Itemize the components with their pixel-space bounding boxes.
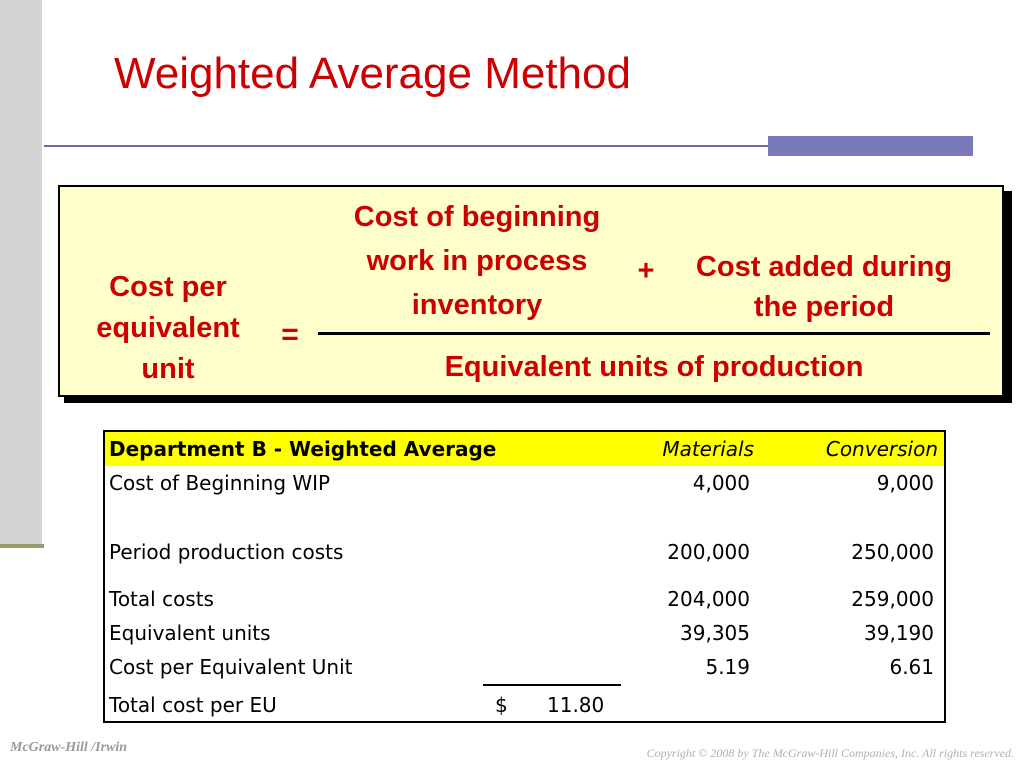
- title-accent-block: [768, 136, 973, 156]
- row-conversion: 6.61: [889, 655, 934, 679]
- formula-plus-sign: +: [637, 255, 655, 287]
- row-label: Equivalent units: [109, 621, 271, 645]
- total-currency-symbol: $: [495, 693, 508, 717]
- row-materials: 204,000: [667, 587, 750, 611]
- row-materials: 5.19: [705, 655, 750, 679]
- formula-beginning-inventory: Cost of beginning work in process invent…: [312, 195, 642, 327]
- formula-added-line: Cost added during: [695, 251, 953, 283]
- row-label: Cost of Beginning WIP: [109, 471, 331, 495]
- formula-fraction-bar: [318, 332, 990, 335]
- table-header-label: Department B - Weighted Average: [109, 437, 497, 461]
- row-label: Total costs: [109, 587, 214, 611]
- left-bar-accent-line: [0, 544, 44, 548]
- row-materials: 200,000: [667, 540, 750, 564]
- formula-beginning-line: Cost of beginning: [353, 201, 601, 233]
- table-header-conversion: Conversion: [825, 437, 938, 461]
- total-row-label: Total cost per EU: [109, 693, 277, 717]
- row-conversion: 39,190: [864, 621, 934, 645]
- footer-copyright: Copyright © 2008 by The McGraw-Hill Comp…: [646, 746, 1014, 760]
- formula-cost-added: Cost added during the period: [660, 247, 988, 327]
- title-underline: [44, 145, 770, 147]
- row-materials: 4,000: [692, 471, 750, 495]
- total-cost-value: 11.80: [547, 693, 605, 717]
- formula-added-line: the period: [753, 291, 895, 323]
- left-decorative-bar: [0, 0, 42, 546]
- formula-lhs-line: Cost per: [109, 271, 227, 303]
- row-materials: 39,305: [680, 621, 750, 645]
- formula-lhs-line: equivalent: [96, 312, 240, 344]
- table-header-materials: Materials: [662, 437, 754, 461]
- formula-box: Cost per equivalent unit = Cost of begin…: [58, 185, 1004, 397]
- formula-beginning-line: work in process: [366, 245, 588, 277]
- row-conversion: 250,000: [851, 540, 934, 564]
- formula-lhs-line: unit: [141, 353, 195, 385]
- row-label: Period production costs: [109, 540, 344, 564]
- row-conversion: 9,000: [876, 471, 934, 495]
- total-sum-line: [483, 684, 621, 686]
- row-conversion: 259,000: [851, 587, 934, 611]
- row-label: Cost per Equivalent Unit: [109, 655, 353, 679]
- formula-lhs: Cost per equivalent unit: [76, 267, 260, 390]
- table-header: Department B - Weighted Average Material…: [105, 432, 944, 466]
- footer-publisher: McGraw-Hill /Irwin: [10, 740, 128, 755]
- formula-beginning-line: inventory: [411, 289, 543, 321]
- cost-table: Department B - Weighted Average Material…: [103, 430, 946, 723]
- formula-denominator: Equivalent units of production: [444, 351, 864, 383]
- slide-title: Weighted Average Method: [114, 49, 631, 98]
- formula-equals-sign: =: [281, 318, 299, 351]
